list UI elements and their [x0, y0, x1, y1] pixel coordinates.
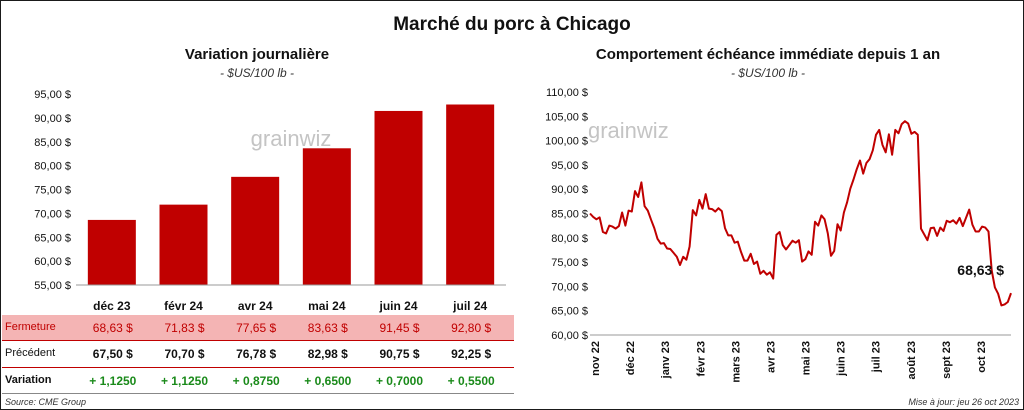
x-tick-label: juil 24: [452, 299, 487, 313]
x-tick-label: juin 24: [378, 299, 417, 313]
table-cell: 67,50 $: [92, 347, 133, 361]
last-value-label: 68,63 $: [957, 262, 1004, 278]
table-row-precedent: Précédent 67,50 $ 70,70 $ 76,78 $ 82,98 $ 90…: [2, 341, 514, 366]
table-cell: + 0,8750: [232, 374, 280, 388]
y-tick-label: 80,00 $: [551, 233, 588, 245]
left-chart-title: Variation journalière: [184, 46, 330, 63]
bar: [87, 219, 136, 285]
x-tick-label: mars 23: [730, 341, 742, 383]
right-line-chart: grainwiz 60,00 $ 65,00 $ 70,00 $ 75,00 $ 80,0…: [545, 87, 1012, 383]
x-tick-label: juil 23: [871, 341, 883, 373]
table-cell: 76,78 $: [236, 347, 277, 361]
y-tick-label: 90,00 $: [34, 113, 71, 125]
x-tick-label: mai 24: [308, 299, 346, 313]
table-cell: 70,70 $: [164, 347, 205, 361]
table-cell: 82,98 $: [307, 347, 348, 361]
x-tick-label: sept 23: [941, 341, 953, 379]
y-tick-label: 85,00 $: [34, 137, 71, 149]
x-tick-label: déc 22: [625, 341, 637, 375]
table-divider: [2, 340, 514, 341]
x-tick-label: févr 23: [695, 341, 707, 376]
right-chart-title: Comportement échéance immédiate depuis 1…: [595, 46, 941, 63]
table-cell: 92,25 $: [451, 347, 492, 361]
y-tick-label: 65,00 $: [34, 232, 71, 244]
y-tick-label: 75,00 $: [551, 257, 588, 269]
row-label: Fermeture: [5, 321, 56, 333]
y-tick-label: 85,00 $: [551, 209, 588, 221]
table-cell: 90,75 $: [379, 347, 420, 361]
y-tick-label: 60,00 $: [551, 330, 588, 342]
table-row-variation: Variation + 1,1250 + 1,1250 + 0,8750 + 0,65…: [2, 368, 514, 393]
left-bar-chart: grainwiz 55,00 $ 60,00 $ 65,00 $ 70,00 $ 75,0…: [34, 89, 506, 313]
y-tick-label: 80,00 $: [34, 161, 71, 173]
y-tick-label: 60,00 $: [34, 256, 71, 268]
y-tick-label: 65,00 $: [551, 306, 588, 318]
table-cell: 91,45 $: [379, 321, 420, 335]
y-tick-label: 75,00 $: [34, 185, 71, 197]
row-label: Précédent: [5, 347, 56, 359]
table-cell: + 0,5500: [447, 374, 495, 388]
y-tick-label: 90,00 $: [551, 184, 588, 196]
x-tick-label: avr 23: [765, 341, 777, 373]
left-chart-subtitle: - $US/100 lb -: [219, 66, 295, 80]
main-title: Marché du porc à Chicago: [393, 14, 631, 35]
x-tick-label: févr 24: [164, 299, 203, 313]
bar: [231, 176, 280, 285]
y-tick-label: 105,00 $: [545, 111, 588, 123]
y-tick-label: 110,00 $: [546, 87, 588, 99]
series-line: [589, 120, 1012, 307]
update-note: Mise à jour: jeu 26 oct 2023: [908, 397, 1019, 407]
x-tick-label: juin 23: [836, 341, 848, 377]
x-tick-label: avr 24: [238, 299, 273, 313]
y-tick-label: 95,00 $: [34, 89, 71, 101]
x-tick-label: nov 22: [590, 341, 602, 376]
table-cell: 68,63 $: [92, 321, 133, 335]
x-tick-label: janv 23: [660, 341, 672, 379]
table-cell: 71,83 $: [164, 321, 205, 335]
table-divider: [2, 393, 514, 394]
table-row-fermeture: Fermeture 68,63 $ 71,83 $ 77,65 $ 83,63 $ 91…: [2, 315, 514, 340]
watermark: grainwiz: [251, 126, 332, 151]
y-tick-label: 55,00 $: [34, 280, 71, 292]
y-tick-label: 70,00 $: [551, 281, 588, 293]
table-cell: 92,80 $: [451, 321, 492, 335]
bar: [446, 104, 495, 285]
source-note: Source: CME Group: [5, 397, 87, 407]
x-tick-label: déc 23: [93, 299, 131, 313]
bar: [302, 148, 351, 285]
x-tick-label: oct 23: [976, 341, 988, 373]
right-chart-subtitle: - $US/100 lb -: [730, 66, 806, 80]
bar: [374, 110, 423, 285]
table-cell: + 0,6500: [304, 374, 352, 388]
y-tick-label: 95,00 $: [551, 160, 588, 172]
row-label: Variation: [5, 374, 52, 386]
table-cell: 83,63 $: [307, 321, 348, 335]
watermark: grainwiz: [588, 118, 669, 143]
x-tick-label: août 23: [906, 341, 918, 380]
y-tick-label: 100,00 $: [545, 136, 588, 148]
table-cell: 77,65 $: [236, 321, 277, 335]
x-tick-label: mai 23: [801, 341, 813, 375]
table-divider: [2, 367, 514, 368]
y-tick-label: 70,00 $: [34, 208, 71, 220]
table-cell: + 0,7000: [375, 374, 424, 388]
table-cell: + 1,1250: [160, 374, 209, 388]
bar: [159, 204, 208, 285]
table-cell: + 1,1250: [89, 374, 137, 388]
